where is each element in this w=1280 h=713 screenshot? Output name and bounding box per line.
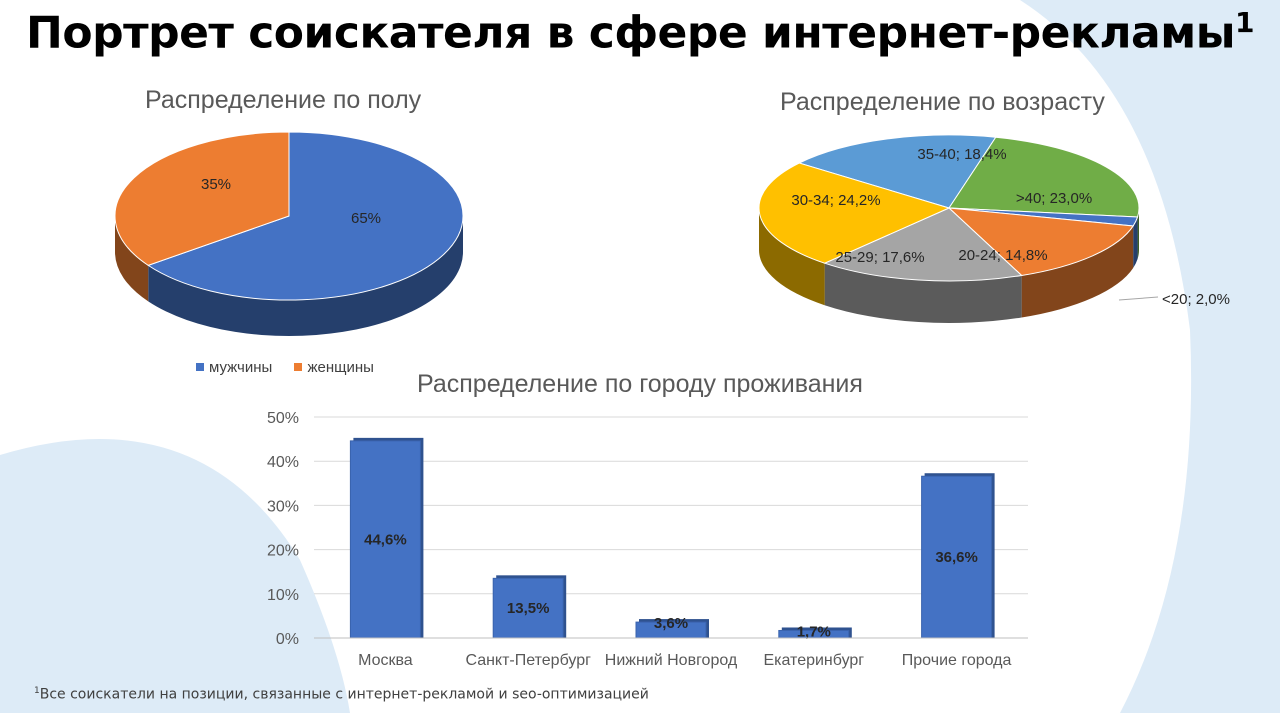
gender-chart-title: Распределение по полу bbox=[145, 86, 422, 114]
age-pie-label-0: <20; 2,0% bbox=[1162, 291, 1230, 308]
age-pie-sides bbox=[759, 208, 1139, 323]
age-pie-side-2 bbox=[824, 263, 1022, 323]
age-pie-side-1 bbox=[1021, 225, 1134, 318]
footnote: 1Все соискатели на позиции, связанные с … bbox=[34, 686, 649, 703]
legend-swatch-women bbox=[294, 363, 303, 372]
bar-value-label: 3,6% bbox=[654, 615, 688, 632]
legend-item-women: женщины bbox=[294, 359, 374, 376]
bar-value-label: 36,6% bbox=[935, 549, 978, 566]
bar-group bbox=[921, 473, 995, 639]
bar-value-label: 44,6% bbox=[364, 531, 407, 548]
city-chart-title: Распределение по городу проживания bbox=[417, 370, 863, 398]
age-pie-slice-5 bbox=[948, 136, 1140, 218]
bar-group bbox=[349, 437, 424, 639]
gender-legend: мужчины женщины bbox=[196, 359, 392, 376]
age-pie-label-2: 25-29; 17,6% bbox=[835, 249, 924, 266]
gender-pie-label-0: 65% bbox=[351, 210, 381, 227]
x-tick-label: Москва bbox=[358, 652, 413, 669]
gender-pie-side-1 bbox=[115, 216, 149, 302]
legend-item-men: мужчины bbox=[196, 359, 272, 376]
gender-pie-label-1: 35% bbox=[201, 176, 231, 193]
gender-pie-slice-1 bbox=[114, 131, 290, 266]
gender-pie-slice-0 bbox=[147, 131, 464, 301]
bar bbox=[492, 577, 564, 639]
y-tick-label: 50% bbox=[267, 410, 299, 427]
y-tick-label: 30% bbox=[267, 498, 299, 515]
y-tick-label: 0% bbox=[276, 631, 299, 648]
age-pie-leader-line bbox=[1118, 296, 1159, 301]
bar-group bbox=[635, 619, 709, 639]
age-pie-side-0 bbox=[1133, 216, 1138, 268]
gender-pie-side-0 bbox=[148, 216, 463, 336]
bar-value-label: 13,5% bbox=[507, 600, 550, 617]
age-pie-slice-4 bbox=[797, 134, 997, 209]
legend-swatch-men bbox=[196, 363, 204, 372]
x-tick-label: Екатеринбург bbox=[763, 652, 864, 669]
age-pie-side-3 bbox=[759, 208, 825, 306]
page-title: Портрет соискателя в сфере интернет-рекл… bbox=[26, 6, 1254, 59]
age-pie-slice-2 bbox=[823, 207, 1023, 282]
gender-pie-sides bbox=[115, 216, 463, 336]
x-tick-label: Нижний Новгород bbox=[605, 652, 738, 669]
y-tick-label: 40% bbox=[267, 454, 299, 471]
y-tick-label: 20% bbox=[267, 543, 299, 560]
age-pie-label-1: 20-24; 14,8% bbox=[958, 247, 1047, 264]
age-pie-label-5: >40; 23,0% bbox=[1016, 190, 1092, 207]
bar bbox=[349, 440, 421, 639]
age-pie-slice-3 bbox=[758, 162, 951, 264]
bar-group bbox=[492, 575, 567, 639]
bar-value-label: 1,7% bbox=[797, 623, 831, 640]
age-pie-side-5 bbox=[1137, 208, 1139, 259]
x-tick-label: Санкт-Петербург bbox=[465, 652, 591, 669]
age-pie-label-3: 30-34; 24,2% bbox=[791, 192, 880, 209]
x-tick-label: Прочие города bbox=[902, 652, 1012, 669]
age-pie-slice-1 bbox=[947, 207, 1135, 276]
age-chart-title: Распределение по возрасту bbox=[780, 88, 1105, 116]
age-pie-label-4: 35-40; 18,4% bbox=[917, 146, 1006, 163]
y-tick-label: 10% bbox=[267, 587, 299, 604]
